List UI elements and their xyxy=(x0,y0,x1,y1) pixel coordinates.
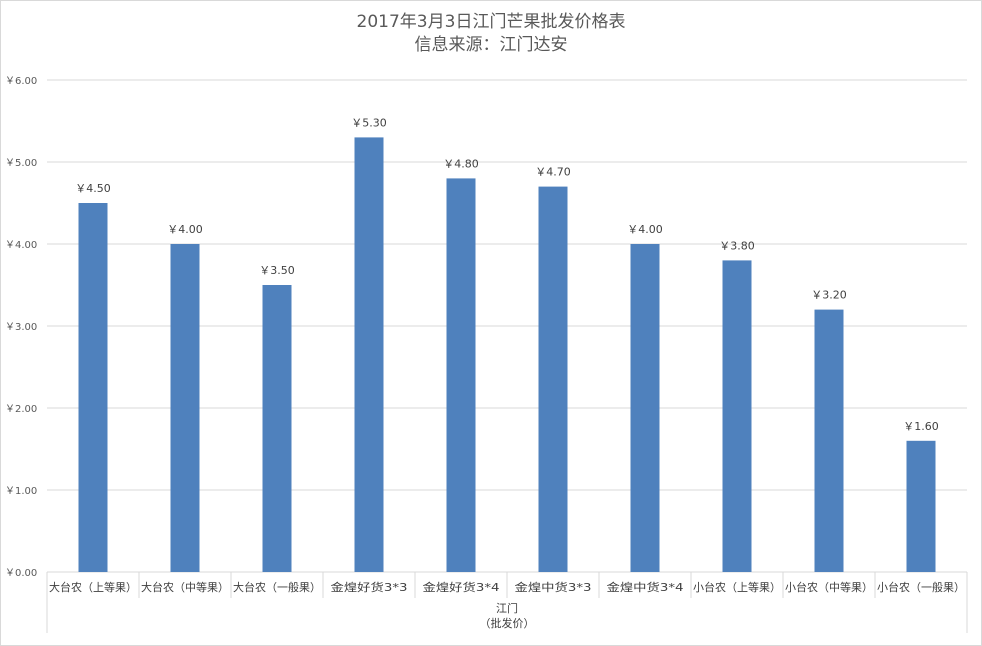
bar xyxy=(630,244,660,572)
y-tick-label: ￥0.00 xyxy=(5,568,37,579)
x-tick-label: 金煌中货3*3 xyxy=(515,580,592,594)
bar xyxy=(814,309,844,572)
x-tick-label: 金煌中货3*4 xyxy=(607,580,684,594)
data-label: ￥4.50 xyxy=(75,182,111,195)
y-tick-label: ￥5.00 xyxy=(5,158,37,169)
bar xyxy=(538,186,568,572)
x-tick-label: 大台农（中等果） xyxy=(141,580,229,594)
data-label: ￥1.60 xyxy=(903,420,939,433)
bar xyxy=(722,260,752,572)
y-tick-label: ￥3.00 xyxy=(5,322,37,333)
x-tick-label: 大台农（一般果） xyxy=(233,580,321,594)
x-group-sublabel: （批发价） xyxy=(480,616,535,630)
y-tick-label: ￥1.00 xyxy=(5,486,37,497)
chart-title: 2017年3月3日江门芒果批发价格表 xyxy=(356,12,626,32)
bar xyxy=(78,203,108,572)
y-tick-label: ￥4.00 xyxy=(5,240,37,251)
bar xyxy=(262,285,292,572)
bar xyxy=(170,244,200,572)
bar xyxy=(446,178,476,572)
data-label: ￥5.30 xyxy=(351,116,387,129)
data-label: ￥3.20 xyxy=(811,289,847,302)
bar xyxy=(354,137,384,572)
y-tick-label: ￥2.00 xyxy=(5,404,37,415)
chart-subtitle: 信息来源：江门达安 xyxy=(414,35,568,55)
x-tick-label: 小台农（一般果） xyxy=(877,580,965,594)
data-label: ￥4.00 xyxy=(167,223,203,236)
data-label: ￥3.80 xyxy=(719,239,755,252)
x-tick-label: 金煌好货3*3 xyxy=(331,580,408,594)
data-label: ￥4.70 xyxy=(535,166,571,179)
bar xyxy=(906,440,936,572)
x-tick-label: 小台农（上等果） xyxy=(693,580,781,594)
data-label: ￥3.50 xyxy=(259,264,295,277)
data-label: ￥4.80 xyxy=(443,157,479,170)
x-tick-label: 大台农（上等果） xyxy=(49,580,137,594)
x-tick-label: 小台农（中等果） xyxy=(785,580,873,594)
x-group-label: 江门 xyxy=(496,601,518,615)
x-tick-label: 金煌好货3*4 xyxy=(423,580,500,594)
y-tick-label: ￥6.00 xyxy=(5,76,37,87)
data-label: ￥4.00 xyxy=(627,223,663,236)
